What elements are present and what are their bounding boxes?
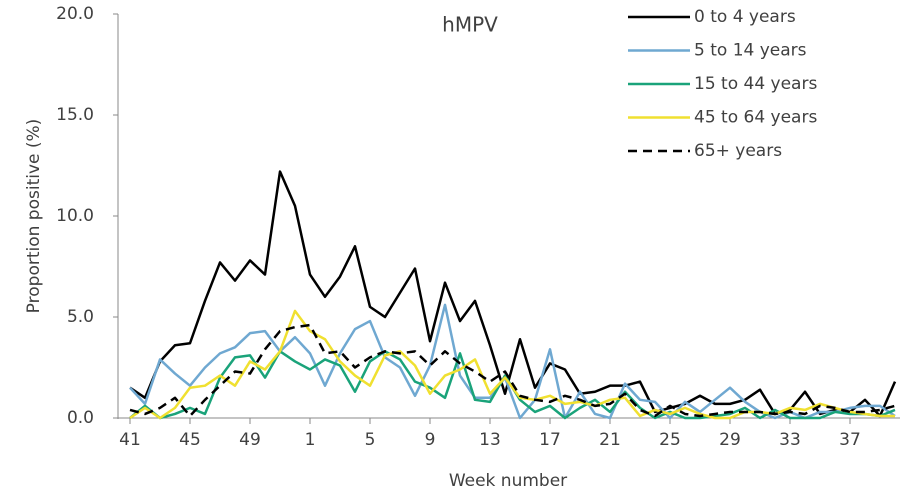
x-axis-label: Week number [449,471,567,491]
x-tick-label: 17 [539,430,561,450]
x-tick-label: 37 [839,430,861,450]
x-tick-label: 5 [365,430,376,450]
x-tick-label: 29 [719,430,741,450]
y-tick-label: 20.0 [56,4,94,24]
series-line [129,309,895,420]
legend-label: 65+ years [694,141,782,161]
series-line [129,303,896,420]
x-tick-label: 41 [119,430,141,450]
x-tick-label: 21 [599,430,621,450]
chart-title: hMPV [442,13,498,37]
series-line [129,323,896,418]
legend-label: 0 to 4 years [694,7,796,27]
series-line [129,170,897,418]
legend-label: 15 to 44 years [694,74,817,94]
y-tick-label: 5.0 [67,307,94,327]
x-tick-label: 33 [779,430,801,450]
x-tick-label: 9 [425,430,436,450]
x-tick-label: 13 [479,430,501,450]
x-tick-label: 1 [305,430,316,450]
y-tick-label: 15.0 [56,105,94,125]
y-tick-label: 0.0 [67,408,94,428]
legend-label: 45 to 64 years [694,108,817,128]
y-tick-label: 10.0 [56,206,94,226]
x-tick-label: 25 [659,430,681,450]
x-tick-label: 49 [239,430,261,450]
legend-label: 5 to 14 years [694,41,807,61]
y-axis-label: Proportion positive (%) [24,119,44,314]
x-tick-label: 45 [179,430,201,450]
